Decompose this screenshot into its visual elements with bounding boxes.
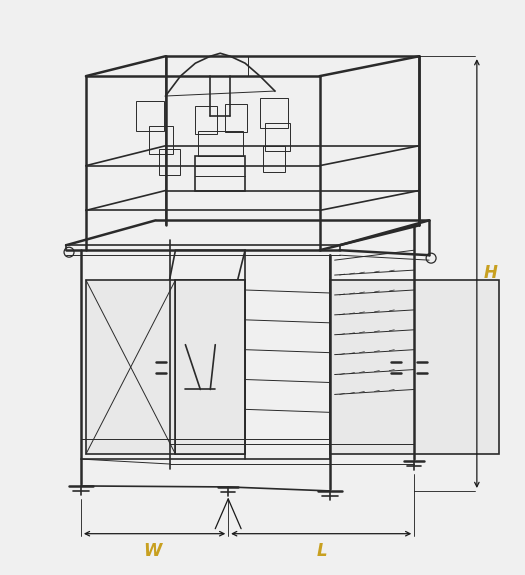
Bar (135, 101, 163, 131)
Bar (198, 131, 243, 156)
Bar (86, 280, 245, 454)
Bar (265, 123, 290, 151)
Text: W: W (143, 542, 162, 559)
Text: L: L (317, 542, 327, 559)
Bar (263, 145, 285, 171)
Bar (195, 156, 245, 190)
Text: H: H (484, 264, 498, 282)
Bar (159, 149, 181, 175)
Bar (149, 126, 173, 154)
Bar (175, 280, 245, 454)
Bar (225, 104, 247, 132)
Bar (195, 106, 217, 134)
Bar (330, 280, 499, 454)
Bar (260, 98, 288, 128)
